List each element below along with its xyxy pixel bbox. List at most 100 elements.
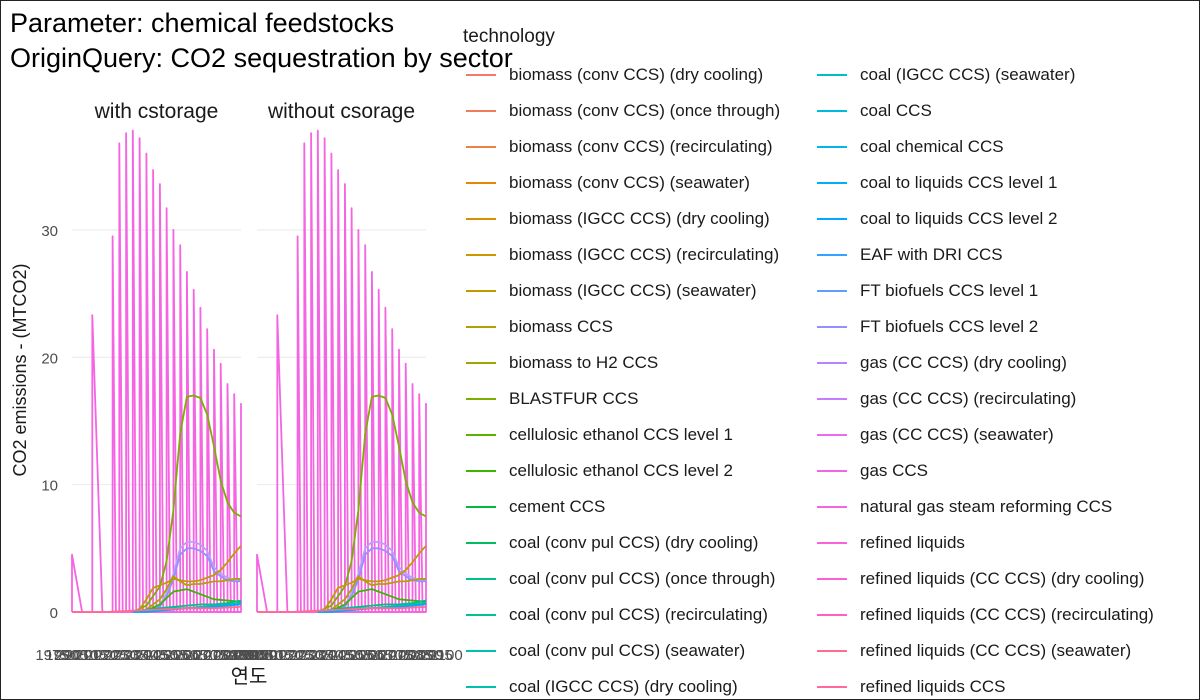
- x-tick-label: 1975: [220, 647, 253, 664]
- legend-swatch: [817, 506, 847, 508]
- series-line: [257, 606, 427, 613]
- legend-swatch: [466, 254, 496, 256]
- legend-item: biomass CCS: [466, 316, 613, 338]
- legend-swatch: [817, 218, 847, 220]
- legend-label: coal (conv pul CCS) (recirculating): [509, 605, 768, 624]
- legend-item: gas (CC CCS) (seawater): [817, 424, 1054, 446]
- y-tick-label: 30: [41, 223, 58, 240]
- series-line: [132, 575, 241, 613]
- legend-item: refined liquids (CC CCS) (recirculating): [817, 604, 1154, 626]
- legend-label: biomass (conv CCS) (seawater): [509, 173, 750, 192]
- legend-label: refined liquids (CC CCS) (seawater): [860, 641, 1132, 660]
- x-tick-label: 2005: [240, 647, 273, 664]
- legend-swatch: [466, 434, 496, 436]
- x-tick-label: 2020: [270, 647, 303, 664]
- legend-swatch: [466, 182, 496, 184]
- legend-label: gas (CC CCS) (recirculating): [860, 389, 1077, 408]
- legend-item: cellulosic ethanol CCS level 2: [466, 460, 733, 482]
- legend-swatch: [817, 434, 847, 436]
- x-axis-label: 연도: [231, 665, 268, 688]
- x-tick-label: 2060: [350, 647, 383, 664]
- legend-item: natural gas steam reforming CCS: [817, 496, 1112, 518]
- legend-label: refined liquids (CC CCS) (recirculating): [860, 605, 1154, 624]
- legend-label: coal (conv pul CCS) (dry cooling): [509, 533, 759, 552]
- x-tick-label: 2015: [75, 647, 108, 664]
- legend-item: cement CCS: [466, 496, 605, 518]
- legend-swatch: [817, 614, 847, 616]
- legend-swatch: [466, 470, 496, 472]
- legend-swatch: [817, 74, 847, 76]
- x-tick-label: 2025: [95, 647, 128, 664]
- x-tick-label: 2070: [370, 647, 403, 664]
- legend-swatch: [466, 650, 496, 652]
- series-line: [317, 394, 427, 613]
- x-tick-label: 1990: [45, 647, 78, 664]
- legend-item: coal to liquids CCS level 1: [817, 172, 1057, 194]
- legend-swatch: [466, 326, 496, 328]
- legend-swatch: [817, 254, 847, 256]
- legend-item: coal (conv pul CCS) (recirculating): [466, 604, 768, 626]
- legend-swatch: [817, 542, 847, 544]
- legend-swatch: [466, 74, 496, 76]
- legend-item: coal (conv pul CCS) (dry cooling): [466, 532, 758, 554]
- legend-item: coal to liquids CCS level 2: [817, 208, 1057, 230]
- x-tick-label: 2035: [115, 647, 148, 664]
- x-tick-label: 1975: [35, 647, 68, 664]
- legend-item: coal chemical CCS: [817, 136, 1004, 158]
- x-tick-label: 2055: [155, 647, 188, 664]
- x-tick-label: 2030: [290, 647, 323, 664]
- legend-item: EAF with DRI CCS: [817, 244, 1003, 266]
- y-tick-label: 0: [50, 605, 58, 622]
- legend-swatch: [817, 110, 847, 112]
- legend-label: coal to liquids CCS level 2: [860, 209, 1058, 228]
- x-tick-label: 2035: [300, 647, 333, 664]
- legend-item: biomass to H2 CCS: [466, 352, 658, 374]
- legend-item: refined liquids (CC CCS) (seawater): [817, 640, 1131, 662]
- legend-swatch: [466, 398, 496, 400]
- y-axis-label: CO2 emissions - (MTCO2): [10, 263, 30, 476]
- legend-swatch: [817, 398, 847, 400]
- legend-item: gas CCS: [817, 460, 928, 482]
- x-tick-label: 2085: [214, 647, 247, 664]
- legend-label: gas CCS: [860, 461, 929, 480]
- legend-label: refined liquids (CC CCS) (dry cooling): [860, 569, 1145, 588]
- legend-label: biomass (IGCC CCS) (recirculating): [509, 245, 780, 264]
- x-tick-label: 2090: [224, 647, 257, 664]
- series-line: [132, 545, 242, 613]
- legend-item: FT biofuels CCS level 2: [817, 316, 1038, 338]
- x-tick-label: 2040: [310, 647, 343, 664]
- legend-label: FT biofuels CCS level 2: [860, 317, 1039, 336]
- legend-item: gas (CC CCS) (recirculating): [817, 388, 1076, 410]
- x-tick-label: 2100: [429, 647, 462, 664]
- legend-item: gas (CC CCS) (dry cooling): [817, 352, 1067, 374]
- legend-swatch: [466, 614, 496, 616]
- legend-swatch: [466, 290, 496, 292]
- chart-title: Parameter: chemical feedstocks OriginQue…: [10, 8, 513, 73]
- legend-label: biomass (IGCC CCS) (seawater): [509, 281, 757, 300]
- legend-item: biomass (conv CCS) (recirculating): [466, 136, 773, 158]
- legend-label: BLASTFUR CCS: [509, 389, 639, 408]
- legend-swatch: [817, 578, 847, 580]
- legend-label: natural gas steam reforming CCS: [860, 497, 1113, 516]
- legend-item: coal (IGCC CCS) (dry cooling): [466, 676, 738, 698]
- x-tick-label: 2080: [205, 647, 238, 664]
- legend-label: gas (CC CCS) (seawater): [860, 425, 1054, 444]
- x-tick-label: 2065: [175, 647, 208, 664]
- x-tick-label: 2050: [330, 647, 363, 664]
- x-tick-label: 2070: [185, 647, 218, 664]
- legend-item: coal CCS: [817, 100, 932, 122]
- legend-swatch: [466, 506, 496, 508]
- legend-label: coal (conv pul CCS) (seawater): [509, 641, 746, 660]
- legend-item: coal (conv pul CCS) (once through): [466, 568, 775, 590]
- legend-label: EAF with DRI CCS: [860, 245, 1003, 264]
- legend-label: cellulosic ethanol CCS level 2: [509, 461, 733, 480]
- x-tick-label: 2095: [234, 647, 267, 664]
- legend-item: biomass (IGCC CCS) (seawater): [466, 280, 757, 302]
- x-tick-label: 2055: [340, 647, 373, 664]
- series-line: [317, 545, 427, 613]
- legend-item: coal (conv pul CCS) (seawater): [466, 640, 745, 662]
- legend-item: biomass (IGCC CCS) (dry cooling): [466, 208, 770, 230]
- legend-item: FT biofuels CCS level 1: [817, 280, 1038, 302]
- legend-item: refined liquids (CC CCS) (dry cooling): [817, 568, 1144, 590]
